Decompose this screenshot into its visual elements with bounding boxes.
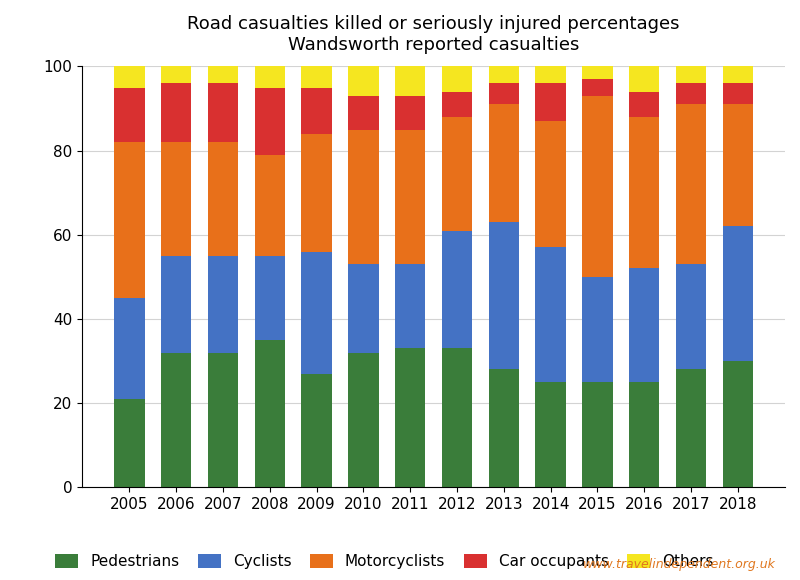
Bar xyxy=(442,117,472,231)
Bar xyxy=(208,353,238,487)
Bar xyxy=(582,67,613,79)
Bar xyxy=(114,88,145,142)
Bar xyxy=(535,248,566,382)
Bar xyxy=(302,374,332,487)
Bar xyxy=(254,155,285,256)
Bar xyxy=(114,399,145,487)
Bar xyxy=(722,226,753,361)
Bar xyxy=(535,67,566,84)
Bar xyxy=(582,382,613,487)
Bar xyxy=(722,67,753,84)
Bar xyxy=(489,84,519,104)
Bar xyxy=(395,96,426,129)
Bar xyxy=(208,256,238,353)
Bar xyxy=(161,353,191,487)
Text: www.travelindependent.org.uk: www.travelindependent.org.uk xyxy=(583,559,776,571)
Bar xyxy=(302,134,332,252)
Bar xyxy=(582,79,613,96)
Bar xyxy=(208,142,238,256)
Bar xyxy=(254,67,285,88)
Bar xyxy=(161,67,191,84)
Bar xyxy=(722,84,753,104)
Bar xyxy=(722,104,753,226)
Bar xyxy=(302,88,332,134)
Bar xyxy=(208,67,238,84)
Bar xyxy=(302,252,332,374)
Bar xyxy=(442,349,472,487)
Bar xyxy=(582,277,613,382)
Legend: Pedestrians, Cyclists, Motorcyclists, Car occupants, Others: Pedestrians, Cyclists, Motorcyclists, Ca… xyxy=(50,549,718,574)
Bar xyxy=(161,142,191,256)
Bar xyxy=(161,256,191,353)
Bar xyxy=(254,340,285,487)
Bar xyxy=(254,256,285,340)
Bar xyxy=(629,269,659,382)
Bar xyxy=(208,84,238,142)
Bar xyxy=(254,88,285,155)
Bar xyxy=(348,353,378,487)
Bar xyxy=(722,361,753,487)
Bar xyxy=(489,222,519,369)
Bar xyxy=(489,67,519,84)
Bar xyxy=(629,117,659,269)
Bar xyxy=(629,92,659,117)
Bar xyxy=(348,67,378,96)
Bar xyxy=(676,84,706,104)
Bar xyxy=(348,129,378,264)
Bar xyxy=(442,231,472,349)
Bar xyxy=(489,104,519,222)
Bar xyxy=(114,67,145,88)
Bar xyxy=(442,92,472,117)
Bar xyxy=(161,84,191,142)
Bar xyxy=(629,67,659,92)
Bar xyxy=(676,264,706,369)
Bar xyxy=(676,369,706,487)
Bar xyxy=(629,382,659,487)
Bar xyxy=(676,104,706,264)
Bar xyxy=(535,84,566,121)
Bar xyxy=(114,142,145,298)
Bar xyxy=(348,264,378,353)
Bar xyxy=(582,96,613,277)
Bar xyxy=(535,382,566,487)
Title: Road casualties killed or seriously injured percentages
Wandsworth reported casu: Road casualties killed or seriously inju… xyxy=(187,15,680,54)
Bar xyxy=(395,349,426,487)
Bar xyxy=(489,369,519,487)
Bar xyxy=(442,67,472,92)
Bar xyxy=(535,121,566,248)
Bar xyxy=(348,96,378,129)
Bar xyxy=(395,67,426,96)
Bar xyxy=(676,67,706,84)
Bar xyxy=(395,129,426,264)
Bar xyxy=(302,67,332,88)
Bar xyxy=(114,298,145,399)
Bar xyxy=(395,264,426,349)
